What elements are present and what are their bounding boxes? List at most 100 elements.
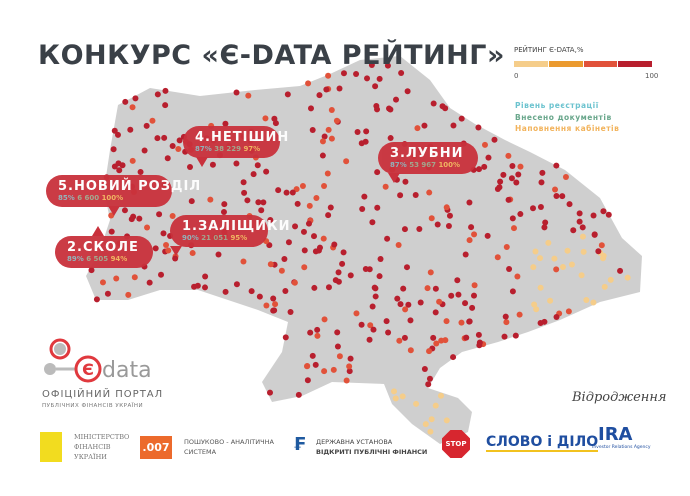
community-dot: [202, 284, 209, 291]
minfin-logo: МІНІСТЕРСТВО ФІНАНСІВ УКРАЇНИ: [74, 432, 129, 462]
community-dot: [547, 297, 554, 304]
community-dot: [576, 210, 583, 217]
community-dot: [401, 226, 408, 233]
minfin-emblem-icon: [40, 432, 62, 462]
community-dot: [433, 340, 440, 347]
community-dot: [343, 158, 350, 165]
community-dot: [267, 261, 274, 268]
community-dot: [426, 348, 433, 355]
community-dot: [137, 169, 144, 176]
community-dot: [267, 216, 274, 223]
community-dot: [129, 104, 136, 111]
community-dot: [372, 83, 379, 90]
community-dot: [289, 189, 296, 196]
community-dot: [143, 122, 150, 129]
community-dot: [398, 69, 405, 76]
community-dot: [462, 300, 469, 307]
openfin-text: ДЕРЖАВНА УСТАНОВА ВІДКРИТІ ПУБЛІЧНІ ФІНА…: [316, 437, 427, 457]
community-dot: [287, 308, 294, 315]
community-dot: [471, 231, 478, 238]
community-dot: [282, 287, 289, 294]
minfin-line: УКРАЇНИ: [74, 453, 107, 461]
community-dot: [553, 193, 560, 200]
community-dot: [559, 193, 566, 200]
community-dot: [576, 218, 583, 225]
community-dot: [263, 168, 270, 175]
community-dot: [434, 221, 441, 228]
community-dot: [445, 222, 452, 229]
community-dot: [617, 267, 624, 274]
community-dot: [426, 189, 433, 196]
community-dot: [161, 134, 168, 141]
community-dot: [590, 212, 597, 219]
community-dot: [476, 342, 483, 349]
community-dot: [321, 368, 328, 375]
community-dot: [254, 162, 261, 169]
community-dot: [369, 303, 376, 310]
community-dot: [422, 421, 429, 428]
callout-tail: [92, 226, 104, 236]
filling: 100%: [438, 161, 461, 169]
community-dot: [339, 260, 346, 267]
portal-subtitle: ПУБЛІЧНИХ ФІНАНСІВ УКРАЇНИ: [42, 403, 144, 409]
community-dot: [369, 219, 376, 226]
callout-name: 5.НОВИЙ РОЗДІЛ: [58, 179, 202, 194]
community-dot: [471, 282, 478, 289]
community-dot: [207, 196, 214, 203]
community-dot: [275, 187, 282, 194]
community-dot: [416, 225, 423, 232]
community-dot: [129, 157, 136, 164]
community-dot: [128, 216, 135, 223]
community-dot: [115, 160, 122, 167]
community-dot: [505, 196, 512, 203]
community-dot: [305, 220, 312, 227]
community-dot: [430, 100, 437, 107]
community-dot: [233, 160, 240, 167]
community-dot: [122, 98, 129, 105]
s007-line: СИСТЕМА: [184, 448, 217, 456]
key-documents: Внесено документів: [515, 113, 612, 122]
community-dot: [559, 264, 566, 271]
community-dot: [285, 239, 292, 246]
community-dot: [580, 248, 587, 255]
community-dot: [551, 255, 558, 262]
documents: 6 600: [77, 194, 100, 202]
community-dot: [306, 202, 313, 209]
minfin-line: ФІНАНСІВ: [74, 443, 111, 451]
community-dot: [497, 178, 504, 185]
community-dot: [475, 331, 482, 338]
community-dot: [509, 163, 516, 170]
scale-segment-4: [618, 61, 652, 67]
community-dot: [169, 143, 176, 150]
community-dot: [450, 122, 457, 129]
community-dot: [442, 337, 449, 344]
community-dot: [309, 127, 316, 134]
community-dot: [307, 105, 314, 112]
community-dot: [233, 89, 240, 96]
community-dot: [328, 107, 335, 114]
community-dot: [113, 275, 120, 282]
filling: 97%: [243, 145, 261, 153]
community-dot: [502, 313, 509, 320]
community-dot: [553, 162, 560, 169]
callout-zalishchyky: 1.ЗАЛІЩИКИ 90% 21 051 95%: [170, 215, 290, 247]
community-dot: [156, 211, 163, 218]
community-dot: [448, 292, 455, 299]
community-dot: [377, 255, 384, 262]
community-dot: [270, 295, 277, 302]
community-dot: [270, 307, 277, 314]
community-dot: [313, 195, 320, 202]
slovo-i-dilo-logo: СЛОВО і ДІЛО: [486, 434, 599, 452]
filling: 100%: [101, 194, 124, 202]
community-dot: [428, 215, 435, 222]
community-dot: [405, 301, 412, 308]
community-dot: [127, 126, 134, 133]
page-title: КОНКУРС «Є-DATA РЕЙТИНГ»: [38, 40, 505, 71]
community-dot: [215, 251, 222, 258]
community-dot: [439, 103, 446, 110]
community-dot: [432, 402, 439, 409]
community-dot: [402, 178, 409, 185]
logo-letter: Є: [82, 360, 94, 379]
community-dot: [146, 279, 153, 286]
